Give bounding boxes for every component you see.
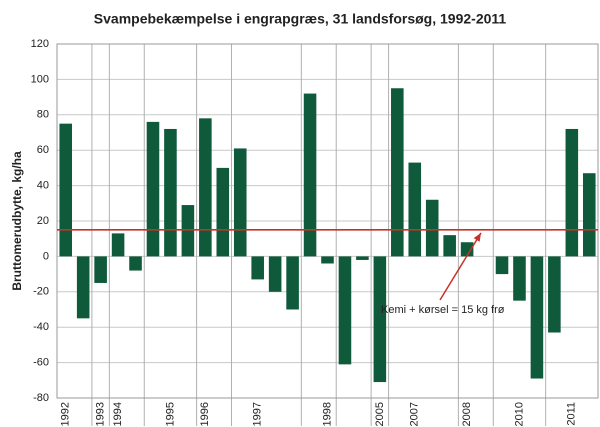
y-tick-label: 20 [37,215,49,227]
x-tick-label: 1992 [60,402,72,426]
y-tick-label: -40 [33,321,49,333]
bar [548,256,561,333]
y-tick-label: -60 [33,357,49,369]
y-tick-label: 40 [37,180,49,192]
plot-border [56,43,599,399]
bar [129,256,142,271]
bar [59,123,73,257]
x-tick-label: 2011 [566,402,578,426]
bar [495,256,509,275]
arrow-head [473,232,481,242]
bar [286,256,299,310]
y-axis-label: Bruttomerudbytte, kg/ha [10,151,24,291]
x-tick-label: 1996 [199,402,211,426]
y-tick-label: 120 [31,38,49,50]
bar [513,256,526,301]
x-tick-label: 1993 [95,402,107,426]
bar [146,121,160,257]
annotation-arrow [439,232,482,301]
x-tick-label: 1995 [164,402,176,426]
y-tick-label: 80 [37,109,49,121]
bar [199,118,212,257]
bar [251,256,264,280]
bar [460,242,474,257]
bar [338,256,352,365]
bar [111,233,125,257]
y-tick-label: -20 [33,286,49,298]
x-tick-label: 1998 [321,402,333,426]
x-tick-label: 1994 [112,402,124,426]
bar [181,205,195,257]
y-tick-label: 60 [37,144,49,156]
bar [303,93,317,257]
y-tick-label: 100 [31,73,49,85]
bar [443,235,456,257]
x-tick-label: 2007 [409,402,421,426]
bar [268,256,282,292]
x-tick-label: 1997 [252,402,264,426]
bar [94,256,107,283]
bar [164,128,177,257]
bar [530,256,544,379]
annotation: Kemi + kørsel = 15 kg frø [381,304,505,316]
x-tick-label: 2008 [461,402,473,426]
bar [356,256,369,260]
bar [233,148,247,257]
bar [391,88,404,257]
bar [582,173,596,257]
bar [565,128,579,257]
bar [373,256,387,383]
bar [408,162,422,257]
bar [321,256,334,264]
chart-title: Svampebekæmpelse i engrapgræs, 31 landsf… [94,11,507,27]
bar [76,256,90,319]
x-tick-label: 2010 [513,402,525,426]
y-tick-label: -80 [33,392,49,404]
x-tick-label: 2005 [374,402,386,426]
y-tick-label: 0 [43,250,49,262]
bar [425,199,439,257]
bar [216,167,230,257]
